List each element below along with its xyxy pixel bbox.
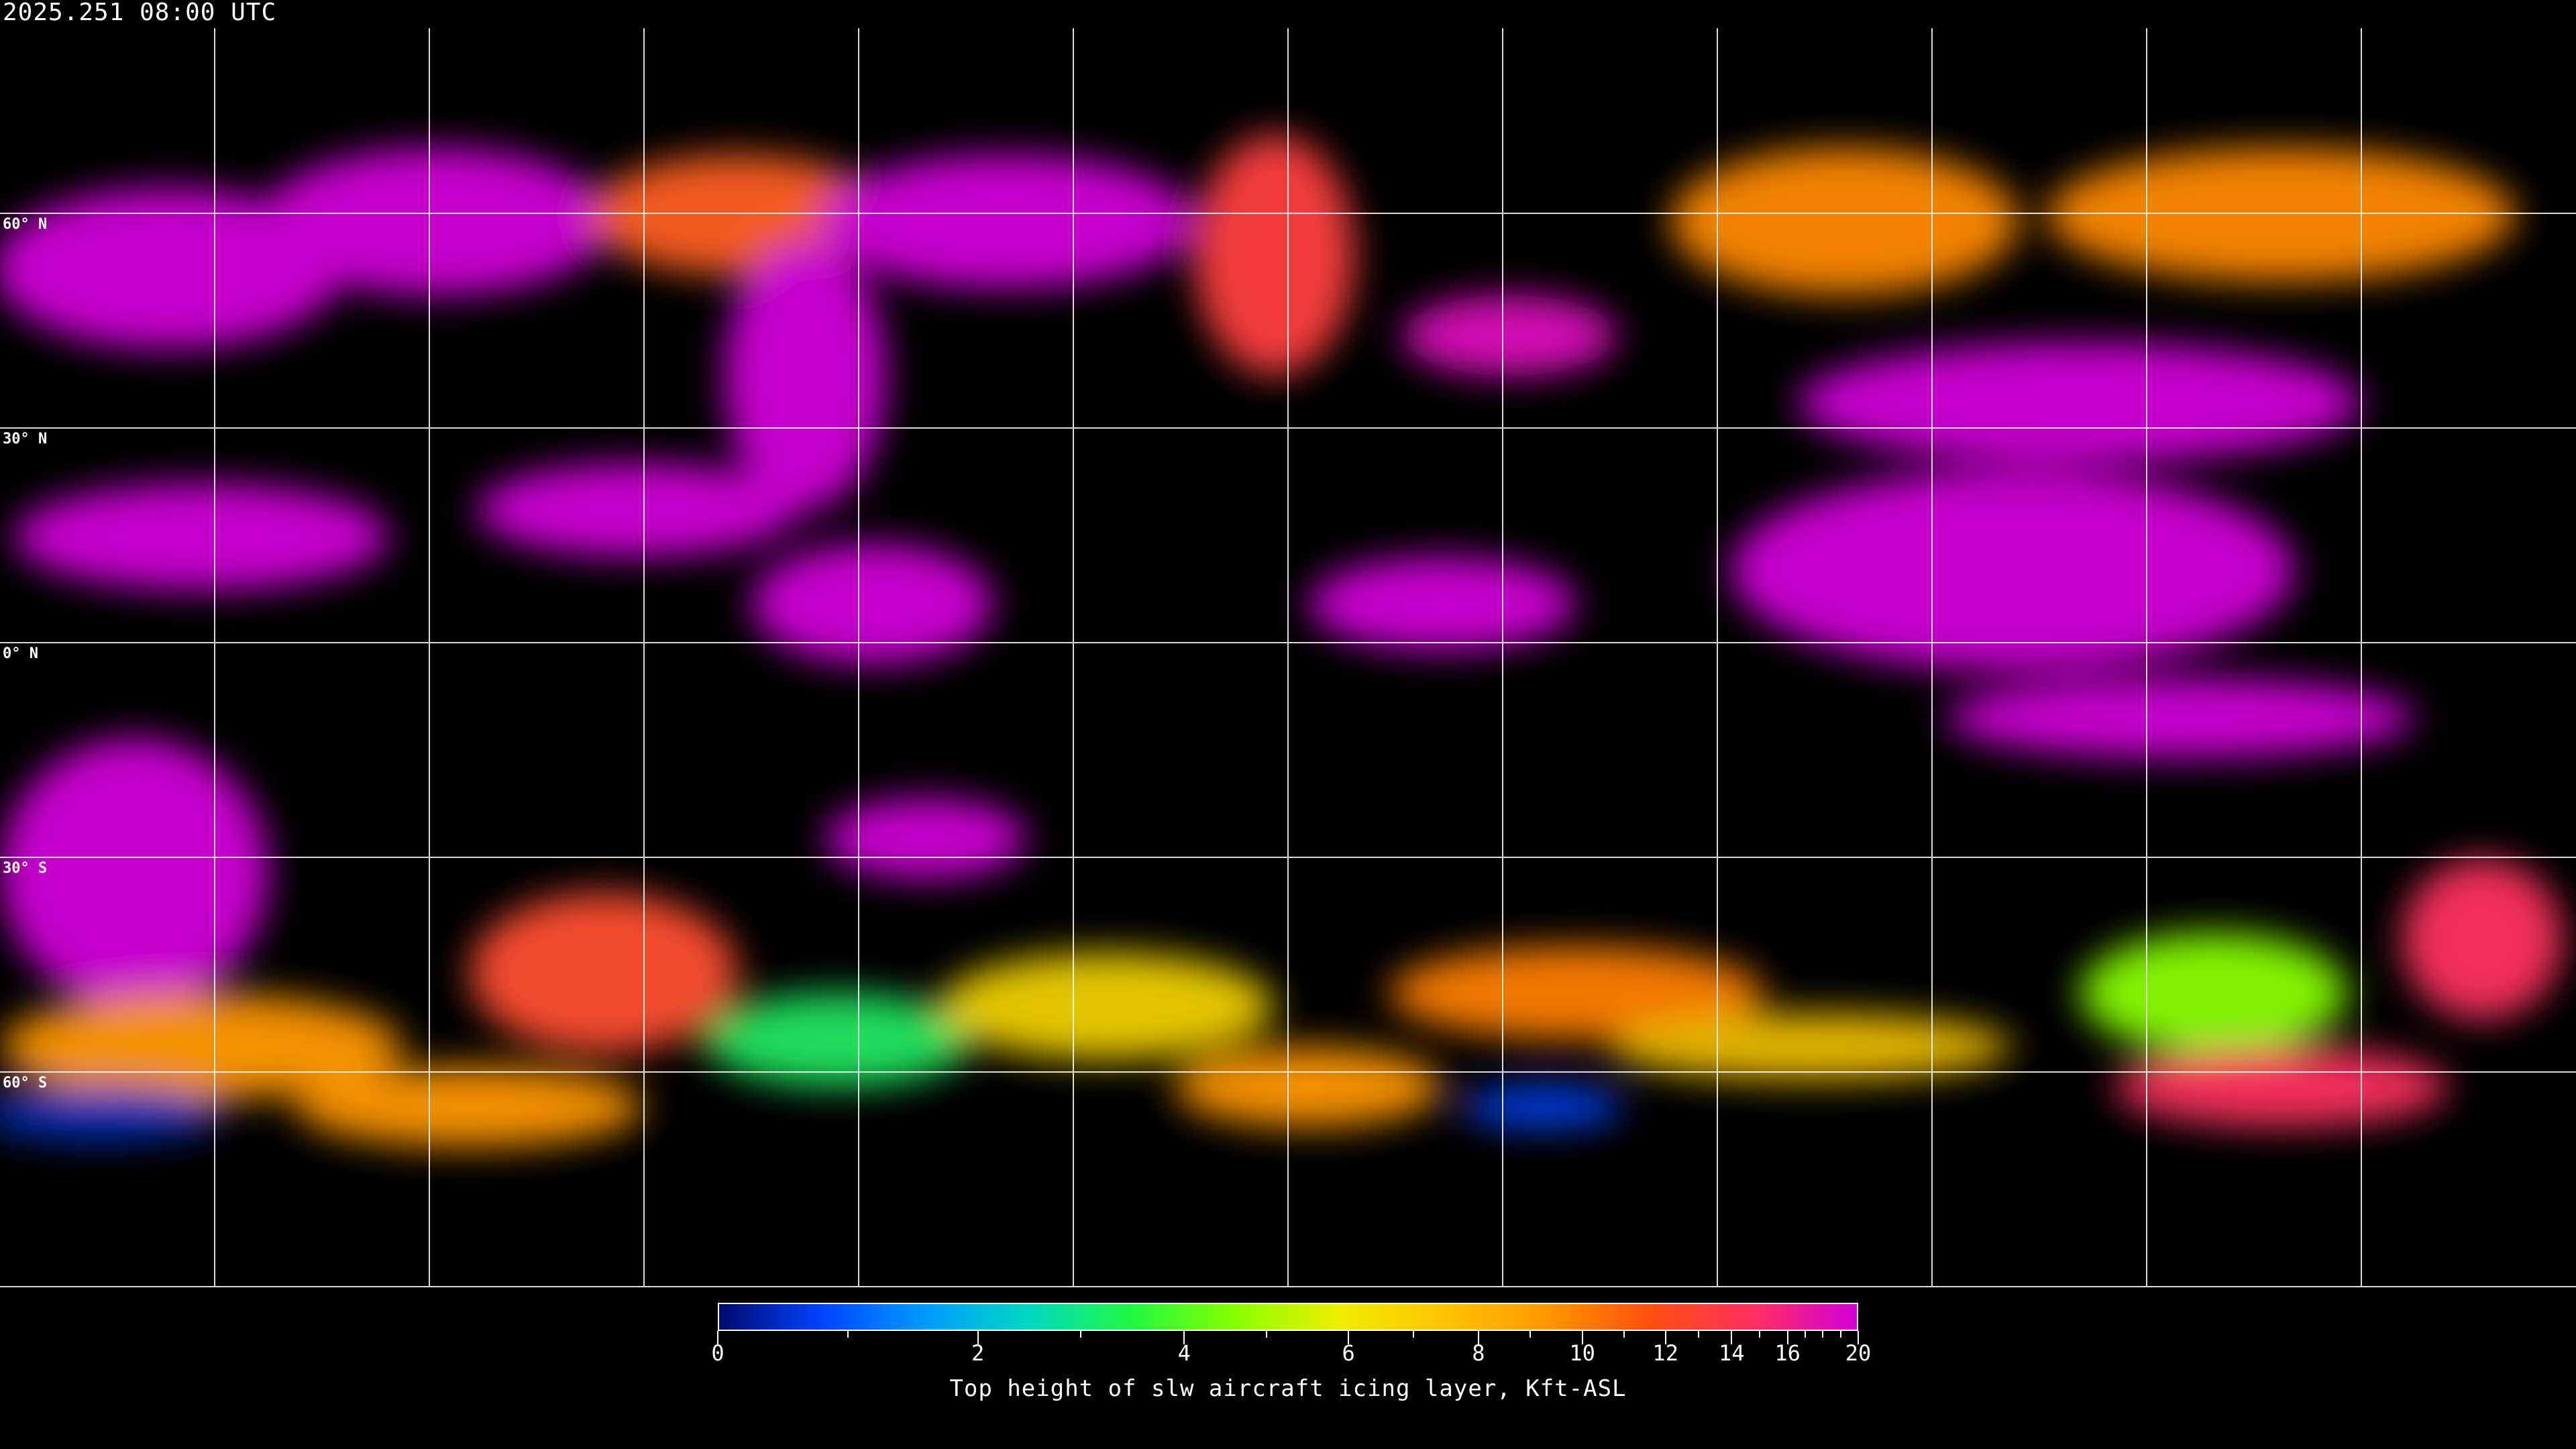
cloud-region [704,993,973,1087]
lat-label-60s: 60° S [3,1075,48,1091]
colorbar-minor-tick [1413,1331,1414,1338]
colorbar-minor-tick [1758,1331,1760,1338]
colorbar-major-tick [1477,1331,1479,1344]
colorbar-tick-label: 8 [1472,1340,1485,1366]
lat-label-0n: 0° N [3,645,38,662]
cloud-region [1462,1087,1623,1127]
cloud-region [13,483,389,590]
cloud-field [0,134,2563,1147]
cloud-region [2080,932,2348,1053]
colorbar-tick-label: 6 [1342,1340,1355,1366]
cloud-region [1670,148,2019,295]
colorbar-tick-label: 2 [971,1340,985,1366]
colorbar-tick-label: 0 [711,1340,724,1366]
colorbar-tick-label: 12 [1652,1340,1678,1366]
cloud-region [295,1067,644,1147]
colorbar [718,1303,1858,1331]
colorbar-major-tick [1731,1331,1733,1344]
colorbar-major-tick [1664,1331,1666,1344]
cloud-region [1308,557,1576,651]
colorbar-tick-label: 4 [1177,1340,1191,1366]
colorbar-label: Top height of slw aircraft icing layer, … [949,1375,1627,1402]
colorbar-major-tick [1183,1331,1185,1344]
colorbar-major-tick [1581,1331,1583,1344]
cloud-region [0,188,342,349]
cloud-region [825,798,1026,879]
cloud-region [939,953,1275,1060]
colorbar-tick-label: 10 [1569,1340,1595,1366]
icing-map [0,28,2576,1287]
cloud-region [1798,342,2361,463]
cloud-region [0,738,268,1006]
colorbar-major-tick [977,1331,979,1344]
colorbar-minor-tick [1822,1331,1824,1338]
cloud-region [1194,134,1355,376]
cloud-region [2046,148,2516,282]
lat-label-60n: 60° N [3,216,48,233]
colorbar-minor-tick [1080,1331,1082,1338]
cloud-region [0,1087,221,1140]
colorbar-minor-tick [1698,1331,1699,1338]
cloud-region [1402,295,1617,376]
colorbar-major-tick [1786,1331,1788,1344]
cloud-region [476,463,798,557]
colorbar-minor-tick [1839,1331,1841,1338]
cloud-region [2402,859,2563,1020]
timestamp: 2025.251 08:00 UTC [3,0,277,26]
cloud-region [1945,678,2415,758]
lat-label-30n: 30° N [3,431,48,447]
cloud-region [262,148,610,295]
cloud-region [1731,470,2294,671]
cloud-region [724,241,885,510]
colorbar-tick-label: 14 [1719,1340,1745,1366]
cloud-region [818,154,1194,288]
lat-lon-grid [0,28,2576,1287]
cloud-region [0,993,402,1100]
colorbar-major-tick [1858,1331,1859,1344]
cloud-region [1174,1046,1442,1127]
cloud-region [470,892,738,1053]
cloud-region [1610,1013,2012,1080]
colorbar-major-tick [717,1331,718,1344]
colorbar-tick-label: 20 [1845,1340,1872,1366]
colorbar-minor-tick [1804,1331,1806,1338]
cloud-region [1389,946,1764,1040]
cloud-region [751,543,993,664]
colorbar-minor-tick [1529,1331,1532,1338]
colorbar-minor-tick [1623,1331,1625,1338]
colorbar-tick-label: 16 [1774,1340,1801,1366]
colorbar-minor-tick [847,1331,849,1338]
colorbar-minor-tick [1265,1331,1267,1338]
lat-label-30s: 30° S [3,860,48,877]
cloud-region [2113,1046,2449,1127]
colorbar-major-tick [1348,1331,1350,1344]
